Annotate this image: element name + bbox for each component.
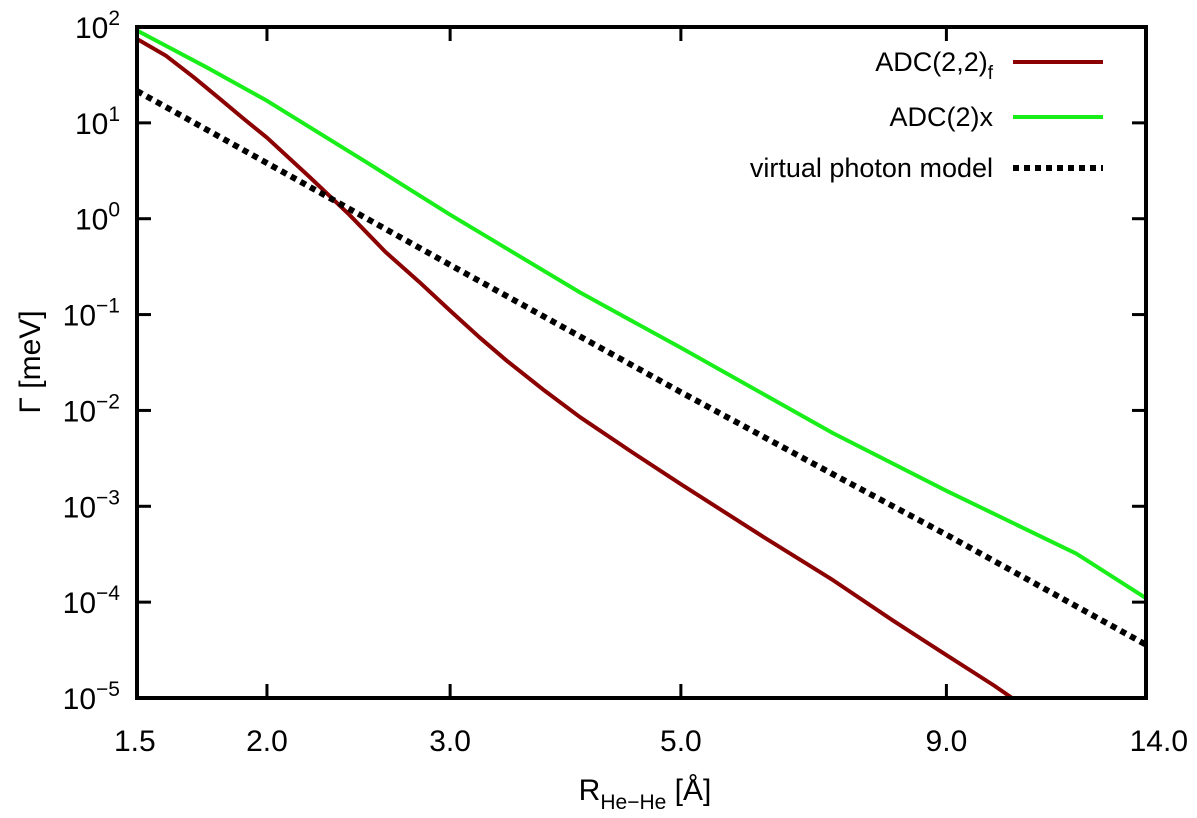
series-line-2 bbox=[137, 88, 1146, 648]
y-tick-label: 102 bbox=[75, 7, 120, 45]
x-tick-label: 14.0 bbox=[1130, 725, 1188, 758]
x-tick-label: 3.0 bbox=[429, 725, 471, 758]
y-tick-label: 10−2 bbox=[63, 390, 120, 428]
y-tick-label: 10−3 bbox=[63, 486, 120, 524]
legend-label-1: ADC(2)x bbox=[889, 102, 993, 132]
series-layer bbox=[137, 28, 1146, 698]
x-tick-label: 5.0 bbox=[660, 725, 702, 758]
x-tick-label: 1.5 bbox=[114, 725, 156, 758]
x-axis-label: RHe−He [Å] bbox=[579, 774, 712, 814]
plot-frame bbox=[135, 25, 1148, 700]
x-tick-label: 2.0 bbox=[246, 725, 288, 758]
y-tick-label: 100 bbox=[75, 199, 120, 237]
y-tick-label: 101 bbox=[75, 103, 120, 141]
y-tick-label: 10−5 bbox=[63, 678, 120, 716]
series-line-1 bbox=[137, 28, 1146, 600]
ticks-layer bbox=[135, 25, 1148, 700]
labels-layer: 1.5 2.0 3.0 5.0 9.0 14.0 102 101 100 10−1 10−2 10−3… bbox=[14, 7, 1188, 814]
legend-label-0: ADC(2,2)f bbox=[875, 47, 994, 84]
y-tick-label: 10−1 bbox=[63, 295, 120, 333]
y-tick-label: 10−4 bbox=[63, 582, 121, 620]
legend-label-2: virtual photon model bbox=[750, 153, 993, 183]
series-line-0 bbox=[137, 37, 1016, 698]
legend: ADC(2,2)f ADC(2)x virtual photon model bbox=[750, 47, 1103, 183]
y-axis-label: Γ [meV] bbox=[14, 310, 47, 413]
x-tick-label: 9.0 bbox=[926, 725, 968, 758]
